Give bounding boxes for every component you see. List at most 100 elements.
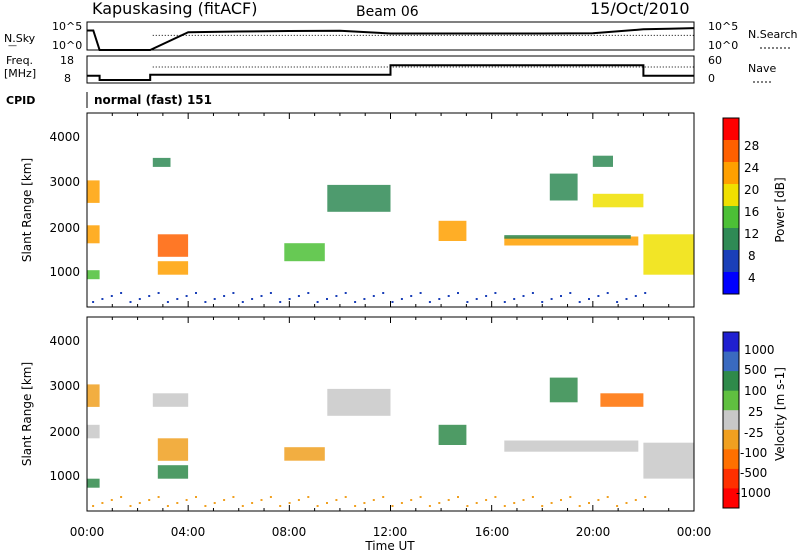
power-scatter-45 bbox=[513, 298, 516, 300]
velocity-scatter-35 bbox=[419, 496, 422, 498]
velocity-scatter-37 bbox=[438, 502, 441, 504]
velocity-scatter-30 bbox=[372, 499, 375, 501]
power-cell-10 bbox=[504, 235, 631, 239]
x-tick-0: 00:00 bbox=[70, 525, 105, 539]
velocity-scatter-22 bbox=[297, 499, 300, 501]
power-cell-13 bbox=[592, 155, 613, 167]
velocity-cell-10 bbox=[549, 377, 578, 403]
velocity-scatter-49 bbox=[550, 502, 553, 504]
power-scatter-56 bbox=[616, 301, 619, 303]
velocity-y-tick-1000: 1000 bbox=[49, 469, 80, 483]
velocity-colorbar-swatch bbox=[723, 390, 739, 411]
power-scatter-15 bbox=[232, 292, 235, 294]
x-tick-1: 04:00 bbox=[171, 525, 206, 539]
velocity-scatter-46 bbox=[522, 499, 525, 501]
vel-cbar-tick-1000: 1000 bbox=[744, 343, 775, 357]
freq-panel-frame bbox=[86, 55, 695, 84]
power-cell-14 bbox=[643, 234, 694, 275]
velocity-cell-1 bbox=[87, 424, 100, 439]
velocity-scatter-54 bbox=[597, 499, 600, 501]
power-cbar-tick-20: 20 bbox=[744, 183, 759, 197]
power-cell-8 bbox=[438, 220, 467, 241]
power-scatter-38 bbox=[447, 295, 450, 297]
power-y-tick-3000: 3000 bbox=[49, 175, 80, 189]
power-scatter-33 bbox=[400, 298, 403, 300]
power-y-tick-2000: 2000 bbox=[49, 221, 80, 235]
power-scatter-49 bbox=[550, 298, 553, 300]
velocity-cbar-label: Velocity [m s-1] bbox=[773, 367, 787, 461]
velocity-scatter-21 bbox=[288, 502, 291, 504]
velocity-scatter-23 bbox=[307, 496, 310, 498]
velocity-scatter-20 bbox=[279, 505, 282, 507]
power-scatter-9 bbox=[176, 298, 179, 300]
power-scatter-54 bbox=[597, 295, 600, 297]
power-scatter-29 bbox=[363, 298, 366, 300]
velocity-y-tick-2000: 2000 bbox=[49, 425, 80, 439]
velocity-scatter-38 bbox=[447, 499, 450, 501]
freq-right-tick-top: 60 bbox=[708, 54, 722, 67]
power-scatter-21 bbox=[288, 298, 291, 300]
vel-cbar-tick-500: 500 bbox=[744, 363, 767, 377]
power-panel-ticks bbox=[86, 113, 695, 307]
x-tick-5: 20:00 bbox=[576, 525, 611, 539]
velocity-colorbar-swatch bbox=[723, 332, 739, 353]
power-scatter-1 bbox=[101, 298, 104, 300]
power-scatter-18 bbox=[260, 295, 263, 297]
power-colorbar-swatch bbox=[723, 228, 739, 251]
power-scatter-41 bbox=[475, 298, 478, 300]
power-cbar-tick-16: 16 bbox=[744, 205, 759, 219]
power-scatter-28 bbox=[354, 301, 357, 303]
cpid-label: CPID bbox=[6, 94, 35, 107]
power-scatter-48 bbox=[541, 301, 544, 303]
velocity-scatter-17 bbox=[251, 502, 254, 504]
power-scatter-59 bbox=[644, 292, 647, 294]
noise-left-underline: — bbox=[8, 41, 17, 51]
velocity-scatter-10 bbox=[185, 499, 188, 501]
velocity-scatter-42 bbox=[485, 499, 488, 501]
power-scatter-36 bbox=[428, 301, 431, 303]
power-colorbar-swatch bbox=[723, 250, 739, 273]
power-colorbar-swatch bbox=[723, 206, 739, 229]
power-cbar-tick-24: 24 bbox=[744, 161, 759, 175]
velocity-scatter-12 bbox=[204, 505, 207, 507]
velocity-colorbar-frame bbox=[722, 331, 740, 509]
power-scatter-7 bbox=[157, 292, 160, 294]
power-y-tick-1000: 1000 bbox=[49, 265, 80, 279]
power-scatter-12 bbox=[204, 301, 207, 303]
power-scatter-5 bbox=[138, 298, 141, 300]
velocity-scatter-13 bbox=[213, 502, 216, 504]
power-scatter-42 bbox=[485, 295, 488, 297]
velocity-cell-8 bbox=[438, 424, 467, 445]
velocity-scatter-58 bbox=[634, 499, 637, 501]
power-cell-0 bbox=[87, 180, 100, 203]
velocity-cell-12 bbox=[643, 442, 694, 479]
power-cbar-tick-12: 12 bbox=[744, 227, 759, 241]
freq-left-tick-bottom: 8 bbox=[64, 72, 71, 85]
velocity-colorbar-swatch bbox=[723, 468, 739, 489]
velocity-scatter-4 bbox=[129, 505, 132, 507]
power-scatter-55 bbox=[606, 292, 609, 294]
power-cbar-label: Power [dB] bbox=[773, 177, 787, 242]
power-scatter-26 bbox=[335, 295, 338, 297]
power-scatter-4 bbox=[129, 301, 132, 303]
power-scatter-30 bbox=[372, 295, 375, 297]
power-cbar-tick-8: 8 bbox=[748, 249, 756, 263]
velocity-scatter-33 bbox=[400, 502, 403, 504]
velocity-scatter-57 bbox=[625, 502, 628, 504]
velocity-cell-4 bbox=[157, 465, 189, 479]
velocity-scatter-36 bbox=[428, 505, 431, 507]
cpid-value: normal (fast) 151 bbox=[94, 93, 212, 107]
velocity-scatter-29 bbox=[363, 502, 366, 504]
power-cell-4 bbox=[157, 261, 189, 275]
freq-right-tick-bottom: 0 bbox=[708, 72, 715, 85]
power-cell-1 bbox=[87, 225, 100, 244]
velocity-colorbar-swatch bbox=[723, 351, 739, 372]
velocity-cell-3 bbox=[157, 438, 189, 461]
velocity-scatter-32 bbox=[391, 505, 394, 507]
power-colorbar bbox=[722, 117, 740, 295]
x-axis-label: Time UT bbox=[364, 539, 415, 553]
power-y-axis-label: Slant Range [km] bbox=[20, 158, 34, 262]
power-scatter-23 bbox=[307, 292, 310, 294]
power-scatter-53 bbox=[588, 298, 590, 300]
velocity-scatter-39 bbox=[457, 496, 459, 498]
